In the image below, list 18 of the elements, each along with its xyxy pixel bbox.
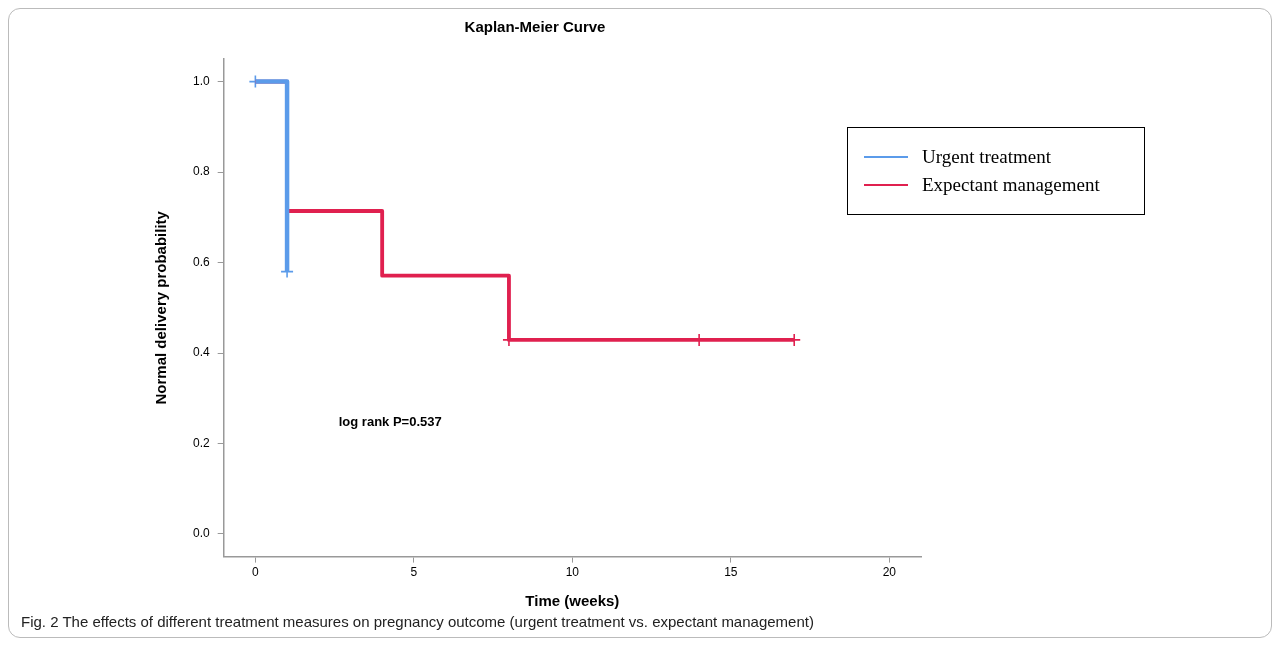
x-tick-label: 20 bbox=[882, 565, 897, 580]
annotation: log rank P=0.537 bbox=[338, 413, 442, 429]
x-tick-label: 0 bbox=[252, 565, 260, 580]
caption: Fig. 2 The effects of different treatment measures on pregnancy outcome (urgent treatment vs. expectant management) bbox=[21, 613, 814, 630]
y-tick-label: 0.2 bbox=[192, 435, 210, 450]
legend-label: Expectant management bbox=[922, 174, 1100, 196]
x-tick-label: 15 bbox=[724, 565, 738, 580]
y-tick-label: 1.0 bbox=[192, 73, 210, 88]
y-tick-label: 0.4 bbox=[192, 345, 210, 360]
x-tick-label: 5 bbox=[410, 565, 418, 580]
y-tick-label: 0.8 bbox=[192, 164, 210, 179]
x-axis-title: Time (weeks) bbox=[525, 592, 620, 610]
x-tick-label: 10 bbox=[565, 565, 580, 580]
chart-title: Kaplan-Meier Curve bbox=[464, 18, 606, 36]
y-tick-label: 0.0 bbox=[192, 526, 210, 541]
legend-label: Urgent treatment bbox=[922, 146, 1051, 168]
y-tick-label: 0.6 bbox=[192, 254, 210, 269]
y-axis-title: Normal delivery probability bbox=[152, 210, 170, 405]
